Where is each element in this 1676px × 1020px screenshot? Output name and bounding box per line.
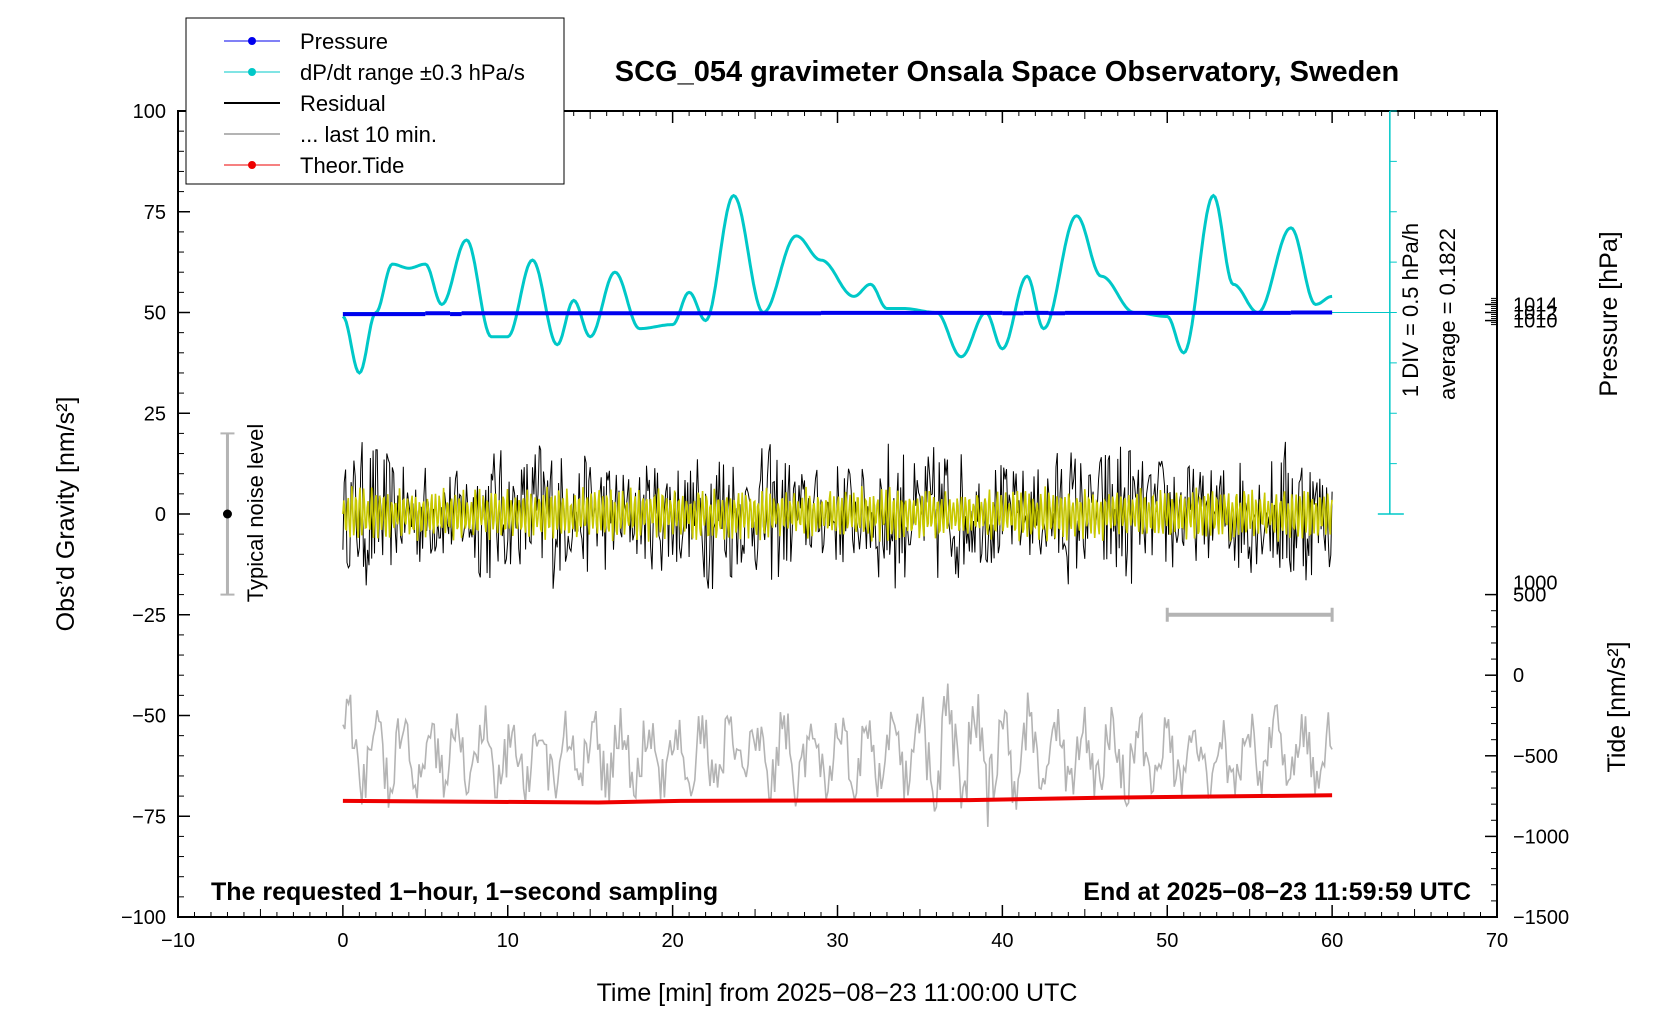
legend-label-dpdt: dP/dt range ±0.3 hPa/s <box>300 60 525 85</box>
tide-tick-label: 500 <box>1513 585 1546 607</box>
x-tick-label: 10 <box>497 930 519 952</box>
tide-tick-label: −500 <box>1513 746 1558 768</box>
dpdt-line <box>341 193 1333 375</box>
x-tick-label: 50 <box>1156 930 1178 952</box>
pressure-axis-label: Pressure [hPa] <box>1595 231 1623 396</box>
legend-marker-dpdt <box>248 68 256 76</box>
residual-line <box>342 441 1333 590</box>
tide-axis-label: Tide [nm/s²] <box>1603 641 1631 772</box>
y-tick-label: −25 <box>132 605 166 627</box>
legend-marker-tide <box>248 161 256 169</box>
pressure-tick-label: 1012 <box>1513 303 1558 325</box>
series-marks <box>341 193 1394 827</box>
legend-box <box>185 17 565 185</box>
noise-bar-center <box>222 509 232 519</box>
x-tick-label: −10 <box>161 930 195 952</box>
tide-line <box>342 793 1333 805</box>
legend-label-residual: Residual <box>300 91 386 116</box>
legend-marker-pressure <box>248 37 256 45</box>
tide-tick-label: 0 <box>1513 665 1524 687</box>
sampling-note: The requested 1−hour, 1−second sampling <box>211 878 718 906</box>
y-tick-label: 75 <box>144 202 166 224</box>
y-tick-label: −50 <box>132 706 166 728</box>
legend-label-tide: Theor.Tide <box>300 153 404 178</box>
div-label: 1 DIV = 0.5 hPa/h <box>1398 223 1423 397</box>
y-tick-label: 25 <box>144 403 166 425</box>
last10-line <box>342 683 1333 827</box>
y-tick-label: 0 <box>155 504 166 526</box>
legend-label-pressure: Pressure <box>300 29 388 54</box>
pressure-tick-label: 1000 <box>1513 573 1558 595</box>
legend: Pressure dP/dt range ±0.3 hPa/s Residual… <box>185 17 565 185</box>
x-tick-label: 40 <box>991 930 1013 952</box>
annotations <box>220 110 1404 622</box>
tide-tick-label: −1000 <box>1513 826 1569 848</box>
tide-tick-label: −1500 <box>1513 907 1569 929</box>
x-tick-label: 60 <box>1321 930 1343 952</box>
y-tick-label: −75 <box>132 806 166 828</box>
average-label: average = 0.1822 <box>1435 228 1460 400</box>
legend-label-last10: ... last 10 min. <box>300 122 437 147</box>
axes: −10 0 10 20 30 40 50 60 70−100−75−50−25025507510… <box>121 101 1569 952</box>
y-axis-label: Obs’d Gravity [nm/s²] <box>52 397 80 632</box>
end-time-note: End at 2025−08−23 11:59:59 UTC <box>1083 878 1471 906</box>
x-tick-label: 20 <box>662 930 684 952</box>
x-tick-label: 70 <box>1486 930 1508 952</box>
x-tick-label: 30 <box>826 930 848 952</box>
x-axis-label: Time [min] from 2025−08−23 11:00:00 UTC <box>597 979 1078 1007</box>
y-tick-label: −100 <box>121 907 166 929</box>
noise-level-label: Typical noise level <box>243 424 268 603</box>
pressure-tick-label: 1014 <box>1513 294 1558 316</box>
y-tick-label: 50 <box>144 303 166 325</box>
pressure-tick-label: 1010 <box>1513 311 1558 333</box>
residual-smoothed-line <box>342 486 1333 542</box>
chart-title: SCG_054 gravimeter Onsala Space Observat… <box>615 56 1399 88</box>
x-tick-label: 0 <box>337 930 348 952</box>
y-tick-label: 100 <box>133 101 166 123</box>
